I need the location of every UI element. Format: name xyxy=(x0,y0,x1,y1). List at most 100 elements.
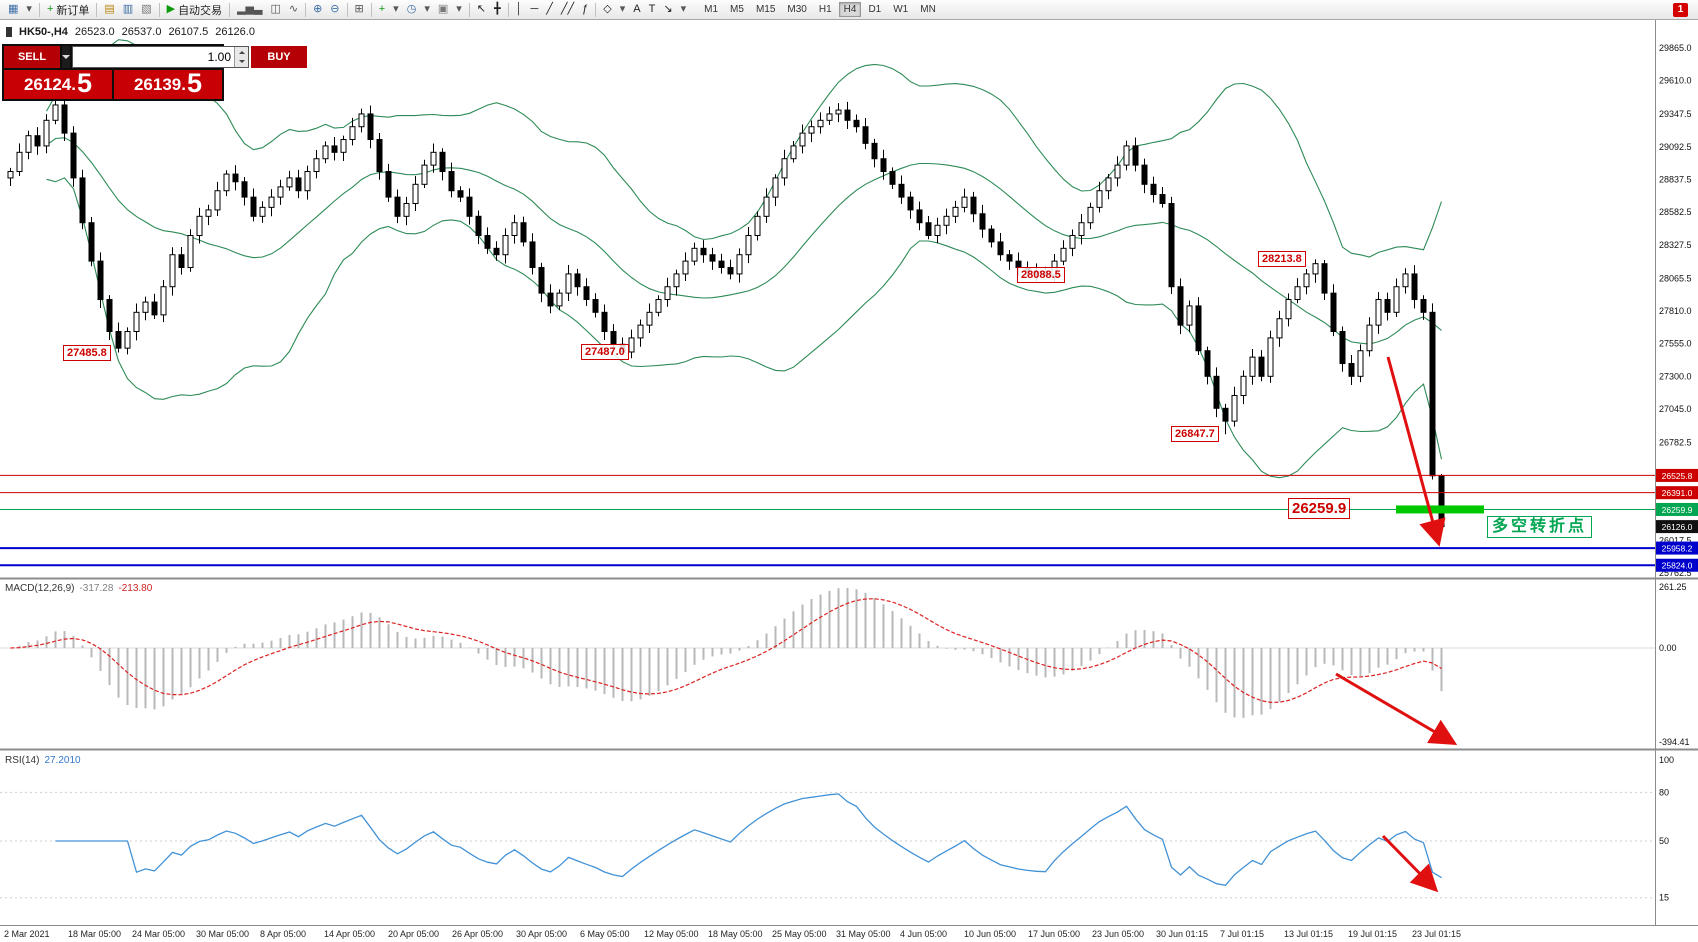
indicators-dropdown-icon: ▾ xyxy=(393,3,399,15)
periods[interactable]: ◷ xyxy=(403,0,421,19)
channel-tool[interactable]: ╱╱ xyxy=(557,0,578,19)
timeframe-m1[interactable]: M1 xyxy=(704,4,719,15)
zoom-in[interactable]: ⊕ xyxy=(309,0,326,19)
templates[interactable]: ▣ xyxy=(434,0,452,19)
timeframe-h4[interactable]: H4 xyxy=(838,2,862,17)
svg-text:10 Jun 05:00: 10 Jun 05:00 xyxy=(964,929,1016,939)
chart-bars-mode[interactable]: ▂▅▃ xyxy=(233,0,266,19)
shapes-tool-icon: ◇ xyxy=(603,3,612,15)
horizontal-line-tool-icon: ─ xyxy=(530,3,539,15)
new-chart-dropdown-icon: ▾ xyxy=(26,3,32,15)
crosshair-tool-icon: ╋ xyxy=(494,3,501,15)
toolbar-separator xyxy=(38,2,40,17)
navigator[interactable]: ▧ xyxy=(137,0,155,19)
timeframe-mn[interactable]: MN xyxy=(920,4,936,15)
volume-input[interactable] xyxy=(73,47,234,67)
zoom-out[interactable]: ⊖ xyxy=(326,0,343,19)
timeframe-m30[interactable]: M30 xyxy=(787,4,807,15)
svg-text:13 Jul 01:15: 13 Jul 01:15 xyxy=(1284,929,1333,939)
shapes-tool[interactable]: ◇ xyxy=(599,0,615,19)
templates-dropdown[interactable]: ▾ xyxy=(452,0,466,19)
new-order-button[interactable]: + 新订单 xyxy=(43,0,93,19)
arrows-tool-icon: ↘ xyxy=(663,3,673,15)
price-tag: 25958.2 xyxy=(1656,541,1698,555)
sell-price-pip: 5 xyxy=(76,68,93,98)
svg-text:25824.0: 25824.0 xyxy=(1662,561,1693,571)
chart-candles-mode-icon: ◫ xyxy=(270,3,281,15)
new-chart[interactable]: ▦ xyxy=(4,0,22,19)
shapes-dropdown-icon: ▾ xyxy=(619,3,626,15)
svg-text:4 Jun 05:00: 4 Jun 05:00 xyxy=(900,929,947,939)
timeframe-m15[interactable]: M15 xyxy=(755,4,776,15)
svg-text:-394.41: -394.41 xyxy=(1659,737,1690,747)
indicators-add[interactable]: + xyxy=(375,0,389,19)
buy-price-main: 26139 xyxy=(133,74,182,94)
toolbar-separator xyxy=(370,2,372,17)
price-annotation: 27485.8 xyxy=(63,344,111,361)
text-tool[interactable]: A xyxy=(629,0,644,19)
sell-price-display[interactable]: 26124. 5 xyxy=(4,70,112,99)
time-axis[interactable]: 2 Mar 2021 18 Mar 05:00 24 Mar 05:00 30 Mar… xyxy=(4,929,1461,939)
templates-dropdown-icon: ▾ xyxy=(456,3,462,15)
timeframe-m5[interactable]: M5 xyxy=(730,4,744,15)
chart-candles-mode[interactable]: ◫ xyxy=(266,0,284,19)
market-watch[interactable]: ▤ xyxy=(100,0,118,19)
trend-arrow xyxy=(1381,834,1439,893)
cursor-tool[interactable]: ↖ xyxy=(473,0,490,19)
indicators-dropdown[interactable]: ▾ xyxy=(389,0,403,19)
svg-text:26 Apr 05:00: 26 Apr 05:00 xyxy=(452,929,503,939)
timeframe-d1[interactable]: D1 xyxy=(868,4,882,15)
toolbar-separator xyxy=(158,2,160,17)
arrows-tool[interactable]: ↘ xyxy=(659,0,676,19)
buy-button[interactable]: BUY xyxy=(251,46,307,68)
price-annotation: 28088.5 xyxy=(1017,267,1065,284)
fibonacci-tool[interactable]: ƒ xyxy=(578,0,592,19)
svg-text:28327.5: 28327.5 xyxy=(1659,240,1692,250)
trend-arrow xyxy=(1335,672,1458,746)
shapes-dropdown[interactable]: ▾ xyxy=(616,0,630,19)
buy-price-display[interactable]: 26139. 5 xyxy=(114,70,222,99)
channel-tool-icon: ╱╱ xyxy=(560,3,575,15)
svg-text:31 May 05:00: 31 May 05:00 xyxy=(836,929,891,939)
tile-windows[interactable]: ⊞ xyxy=(351,0,368,19)
rsi-indicator-label: RSI(14) 27.2010 xyxy=(5,755,81,766)
support-highlight-bar xyxy=(1396,505,1484,514)
trendline-tool[interactable]: ╱ xyxy=(542,0,557,19)
label-tool[interactable]: T xyxy=(645,0,660,19)
svg-text:23 Jul 01:15: 23 Jul 01:15 xyxy=(1412,929,1461,939)
svg-text:26391.0: 26391.0 xyxy=(1662,488,1693,498)
toolbar-separator xyxy=(229,2,231,17)
macd-indicator-label: MACD(12,26,9) -317.28 -213.80 xyxy=(5,583,152,594)
volume-down-arrow[interactable] xyxy=(235,57,248,67)
svg-text:29610.0: 29610.0 xyxy=(1659,76,1692,86)
svg-text:27045.0: 27045.0 xyxy=(1659,404,1692,414)
auto-trading-button[interactable]: ▶ 自动交易 xyxy=(163,0,226,19)
timeframe-w1[interactable]: W1 xyxy=(893,4,909,15)
svg-text:23 Jun 05:00: 23 Jun 05:00 xyxy=(1092,929,1144,939)
chart-line-mode-icon: ∿ xyxy=(288,3,299,15)
price-tag: 26525.8 xyxy=(1656,468,1698,482)
new-chart-dropdown[interactable]: ▾ xyxy=(22,0,36,19)
timeframe-h1[interactable]: H1 xyxy=(818,4,832,15)
crosshair-tool[interactable]: ╋ xyxy=(490,0,505,19)
arrows-dropdown[interactable]: ▾ xyxy=(677,0,691,19)
sell-button[interactable]: SELL xyxy=(4,46,60,68)
svg-text:100: 100 xyxy=(1659,755,1674,765)
cursor-tool-icon: ↖ xyxy=(476,3,486,15)
trend-arrow xyxy=(1386,356,1446,547)
periods-dropdown[interactable]: ▾ xyxy=(420,0,434,19)
toolbar-separator xyxy=(346,2,348,17)
svg-text:25958.2: 25958.2 xyxy=(1662,544,1693,554)
horizontal-line-tool[interactable]: ─ xyxy=(527,0,543,19)
svg-text:29092.5: 29092.5 xyxy=(1659,142,1692,152)
trade-widget-dropdown[interactable] xyxy=(62,46,70,68)
volume-up-arrow[interactable] xyxy=(235,47,248,57)
notification-badge[interactable]: 1 xyxy=(1673,2,1688,17)
chart-line-mode[interactable]: ∿ xyxy=(285,0,302,19)
data-window[interactable]: ▥ xyxy=(119,0,137,19)
trendline-tool-icon: ╱ xyxy=(546,3,553,15)
vertical-line-tool[interactable]: │ xyxy=(512,0,527,19)
tile-windows-icon: ⊞ xyxy=(354,3,364,15)
